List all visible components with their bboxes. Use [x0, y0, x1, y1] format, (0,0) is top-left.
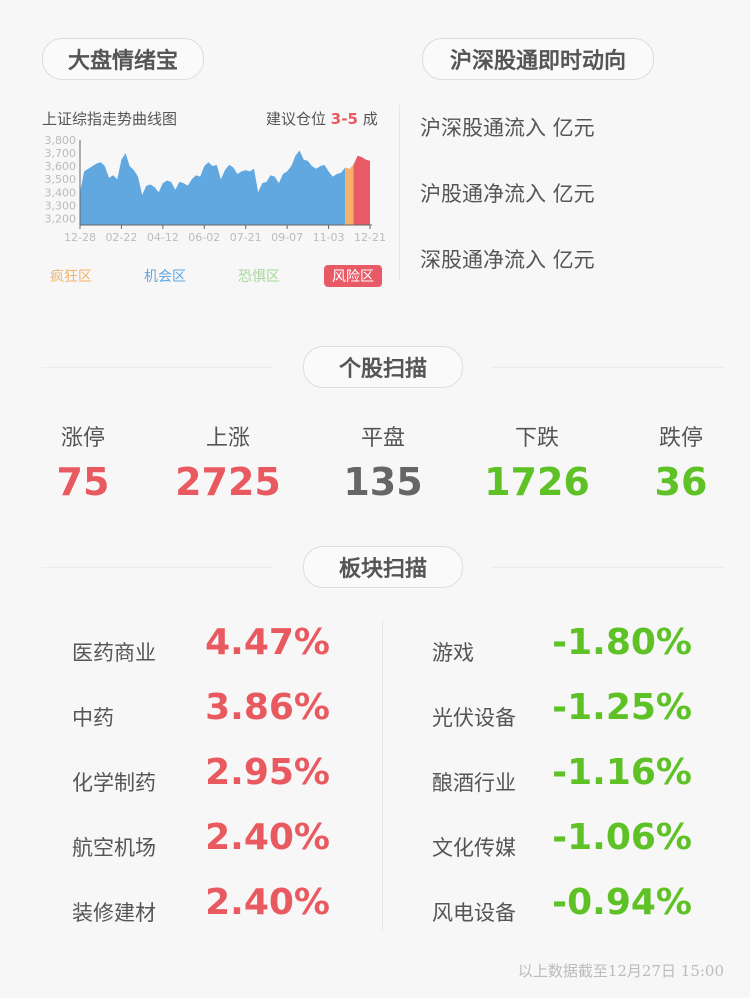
divider	[492, 367, 724, 368]
stat-1: 上涨 2725	[168, 420, 288, 504]
y-tick-label: 3,600	[45, 160, 77, 173]
stat-3: 下跌 1726	[477, 420, 597, 504]
divider	[399, 105, 400, 280]
y-tick-label: 3,200	[45, 212, 77, 225]
area-疯狂区	[345, 164, 354, 225]
stat-label: 下跌	[514, 426, 559, 451]
hsgt-title: 沪深股通即时动向	[422, 38, 654, 80]
sector-name: 光伏设备	[432, 706, 516, 730]
stat-label: 上涨	[205, 426, 250, 451]
stat-2: 平盘 135	[323, 420, 443, 504]
hsgt-row: 深股通净流入 亿元	[420, 248, 595, 272]
legend-item[interactable]: 疯狂区	[50, 269, 92, 285]
stat-label: 平盘	[360, 426, 405, 451]
chart-title: 上证综指走势曲线图	[42, 110, 178, 128]
sector-name: 航空机场	[72, 836, 156, 860]
divider	[492, 567, 724, 568]
legend-item[interactable]: 恐惧区	[238, 269, 280, 285]
y-tick-label: 3,500	[45, 173, 77, 186]
stat-4: 跌停 36	[621, 420, 741, 504]
x-tick-label: 07-21	[230, 231, 262, 244]
stat-label: 涨停	[60, 426, 105, 451]
divider	[42, 567, 272, 568]
x-tick-label: 12-21	[354, 231, 386, 244]
stat-value: 1726	[484, 460, 590, 504]
legend-item[interactable]: 风险区	[324, 265, 382, 287]
x-tick-label: 11-03	[313, 231, 345, 244]
hsgt-row: 沪深股通流入 亿元	[420, 116, 595, 140]
hsgt-list: 沪深股通流入 亿元 沪股通净流入 亿元 深股通净流入 亿元	[420, 112, 595, 310]
divider	[382, 620, 383, 930]
advice-prefix: 建议仓位	[266, 110, 327, 128]
divider	[42, 367, 272, 368]
sector-name: 酿酒行业	[432, 771, 516, 795]
market-mood-title: 大盘情绪宝	[42, 38, 204, 80]
y-tick-label: 3,300	[45, 199, 77, 212]
sector-name: 装修建材	[72, 901, 156, 925]
sector-change: -1.80%	[552, 622, 692, 663]
stat-value: 2725	[175, 460, 281, 504]
stat-value: 135	[343, 460, 423, 504]
sector-change: -1.16%	[552, 752, 692, 793]
stat-label: 跌停	[658, 426, 703, 451]
stocks-title: 个股扫描	[303, 346, 463, 388]
sector-change: -0.94%	[552, 882, 692, 923]
sector-name: 医药商业	[72, 641, 156, 665]
x-tick-label: 09-07	[271, 231, 303, 244]
sector-name: 化学制药	[72, 771, 156, 795]
x-tick-label: 12-28	[64, 231, 96, 244]
stat-value: 36	[654, 460, 708, 504]
x-tick-label: 06-02	[188, 231, 220, 244]
sector-change: 4.47%	[205, 622, 330, 663]
x-tick-label: 04-12	[147, 231, 179, 244]
footer-timestamp: 以上数据截至12月27日 15:00	[517, 962, 724, 980]
sector-name: 风电设备	[432, 901, 516, 925]
sector-change: 2.40%	[205, 882, 330, 923]
advice-suffix: 成	[362, 110, 378, 128]
hsgt-row: 沪股通净流入 亿元	[420, 182, 595, 206]
sector-name: 中药	[72, 706, 114, 730]
x-tick-label: 02-22	[105, 231, 137, 244]
advice-value: 3-5	[330, 110, 358, 128]
legend-item[interactable]: 机会区	[144, 269, 186, 285]
area-机会区	[80, 150, 346, 225]
stat-0: 涨停 75	[23, 420, 143, 504]
sector-change: 2.95%	[205, 752, 330, 793]
stat-value: 75	[56, 460, 110, 504]
sector-name: 游戏	[432, 641, 474, 665]
sector-change: -1.06%	[552, 817, 692, 858]
position-advice: 建议仓位 3-5 成	[266, 108, 378, 129]
y-tick-label: 3,800	[45, 135, 77, 147]
y-tick-label: 3,700	[45, 147, 77, 160]
sector-change: 2.40%	[205, 817, 330, 858]
chart-legend: 疯狂区 机会区 恐惧区 风险区	[42, 265, 382, 287]
y-tick-label: 3,400	[45, 186, 77, 199]
sector-change: 3.86%	[205, 687, 330, 728]
sectors-title: 板块扫描	[303, 546, 463, 588]
sector-change: -1.25%	[552, 687, 692, 728]
sector-name: 文化传媒	[432, 836, 516, 860]
area-风险区	[353, 155, 370, 225]
